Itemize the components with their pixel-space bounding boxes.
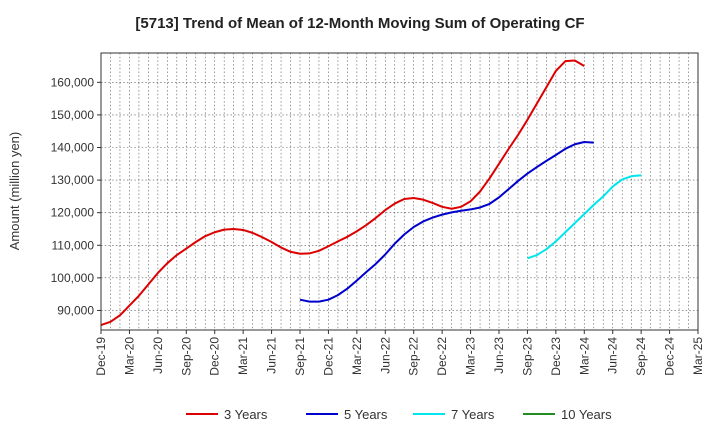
y-axis: 90,000 100,000 110,000 120,000 130,000 140,00… [51,75,101,317]
x-tick-label: Jun-20 [151,337,165,374]
series-layer [100,59,642,327]
x-tick-label: Sep-22 [407,337,421,376]
x-tick-label: Dec-20 [208,337,222,376]
series-line-3-years [100,59,585,327]
legend-label-5-years: 5 Years [344,407,388,422]
legend-label-10-years: 10 Years [561,407,612,422]
x-tick-label: Dec-21 [321,337,335,376]
y-tick-label: 130,000 [51,173,95,187]
grid [101,53,698,330]
x-tick-label: Dec-23 [549,337,563,376]
x-tick-label: Sep-24 [634,337,648,376]
x-tick-label: Mar-25 [691,337,705,375]
legend-label-7-years: 7 Years [451,407,495,422]
y-tick-label: 90,000 [57,303,94,317]
y-axis-label: Amount (million yen) [7,132,22,251]
legend: 3 Years 5 Years 7 Years 10 Years [186,407,612,422]
x-tick-label: Mar-21 [236,337,250,375]
x-tick-label: Sep-23 [520,337,534,376]
x-axis: Dec-19 Mar-20 Jun-20 Sep-20 Dec-20 Mar-21 Jun-… [94,330,705,376]
y-tick-label: 120,000 [51,206,95,220]
x-tick-label: Jun-23 [492,337,506,374]
x-tick-label: Mar-20 [122,337,136,375]
series-line-5-years [299,140,594,303]
plot-frame [100,52,699,331]
x-tick-label: Dec-22 [435,337,449,376]
x-tick-label: Jun-24 [606,337,620,374]
x-tick-label: Mar-23 [464,337,478,375]
x-tick-label: Mar-22 [350,337,364,375]
y-tick-label: 100,000 [51,271,95,285]
x-tick-label: Jun-22 [378,337,392,374]
x-tick-label: Sep-20 [179,337,193,376]
y-tick-label: 150,000 [51,108,95,122]
x-tick-label: Mar-24 [577,337,591,375]
y-tick-label: 110,000 [52,238,95,252]
legend-label-3-years: 3 Years [224,407,268,422]
x-tick-label: Jun-21 [265,337,279,374]
y-tick-label: 160,000 [51,75,95,89]
y-tick-label: 140,000 [51,141,95,155]
series-line-7-years [527,174,642,260]
x-tick-label: Dec-24 [663,337,677,376]
x-tick-label: Dec-19 [94,337,108,376]
chart-title: [5713] Trend of Mean of 12-Month Moving … [135,15,584,32]
x-tick-label: Sep-21 [293,337,307,376]
